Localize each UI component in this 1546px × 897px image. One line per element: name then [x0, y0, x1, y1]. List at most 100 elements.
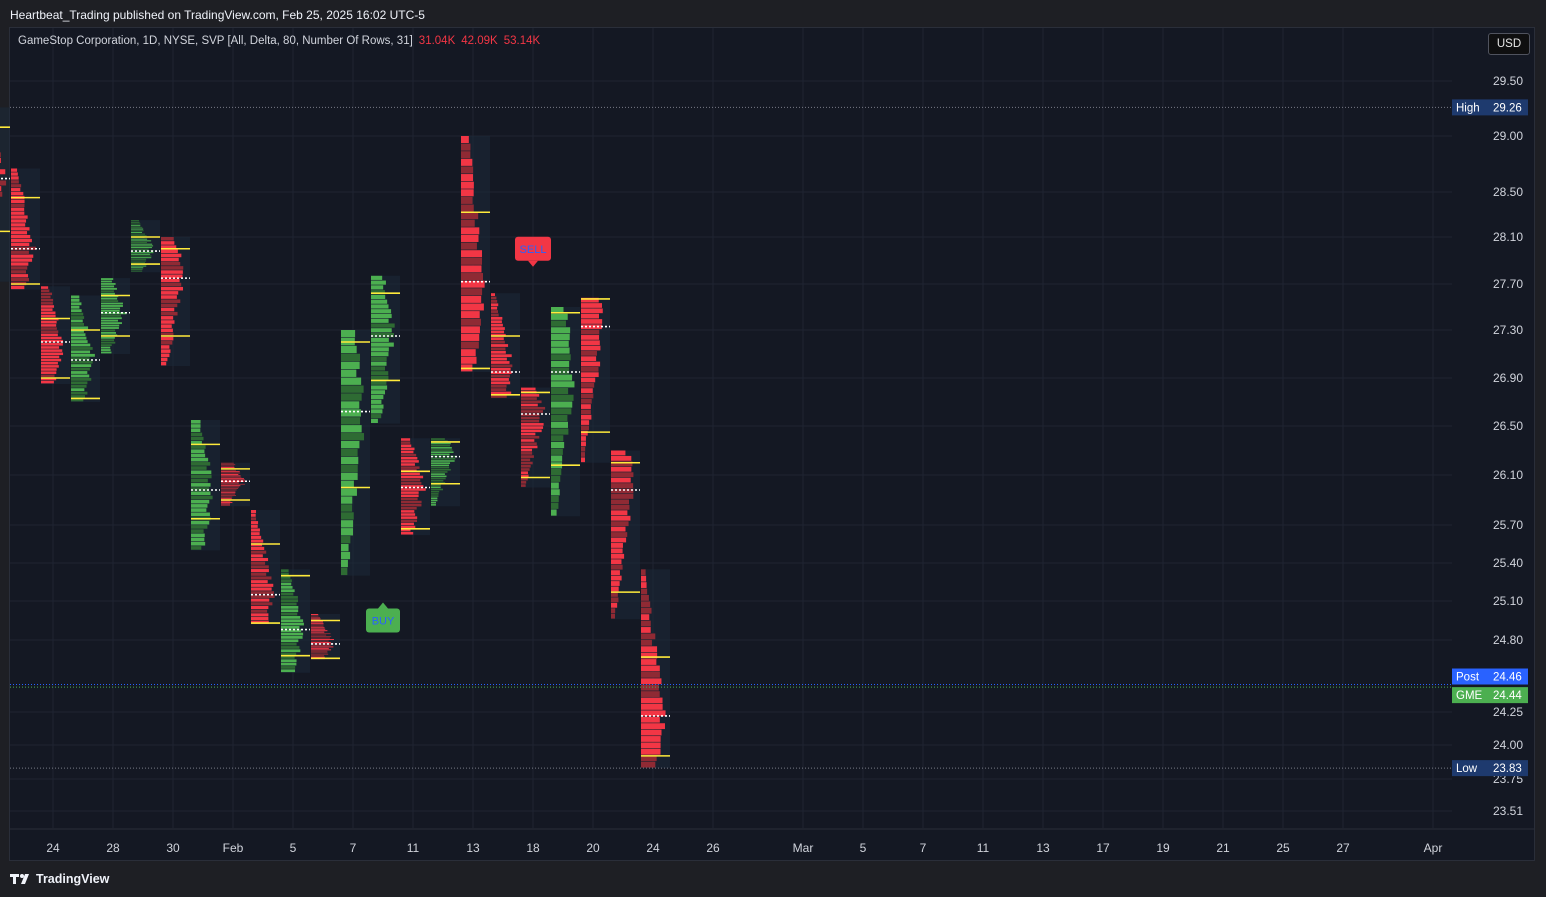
volume-row	[131, 255, 152, 257]
volume-row	[161, 357, 168, 362]
volume-row	[371, 332, 395, 338]
volume-row	[461, 151, 471, 159]
volume-row	[161, 316, 174, 320]
volume-row	[251, 576, 272, 580]
volume-row	[371, 318, 389, 323]
volume-row	[131, 226, 143, 228]
volume-row	[251, 513, 256, 517]
volume-row	[101, 351, 112, 354]
volume-row	[581, 388, 593, 393]
volume-row	[521, 445, 538, 449]
volume-row	[311, 650, 328, 652]
time-axis-tick-label: 7	[920, 841, 927, 855]
volume-row	[461, 265, 482, 273]
volume-row	[431, 495, 439, 497]
volume-row	[491, 384, 507, 388]
volume-row	[131, 268, 143, 270]
volume-row	[491, 350, 506, 354]
volume-row	[461, 212, 479, 220]
volume-row	[581, 446, 586, 452]
volume-row	[461, 189, 474, 197]
volume-row	[11, 270, 27, 274]
volume-row	[551, 482, 559, 489]
volume-row	[161, 274, 183, 279]
volume-row	[431, 473, 445, 475]
time-axis-tick-label: 28	[106, 841, 120, 855]
volume-row	[401, 532, 414, 535]
volume-row	[371, 294, 386, 300]
volume-row	[491, 354, 512, 358]
chart-frame[interactable]	[9, 27, 1535, 861]
volume-row	[281, 652, 297, 656]
volume-row	[41, 380, 54, 384]
volume-row	[551, 374, 573, 381]
volume-row	[551, 361, 570, 368]
volume-row	[341, 464, 358, 473]
volume-row	[461, 136, 469, 144]
price-axis-tick-label: 26.90	[1493, 371, 1523, 385]
volume-row	[641, 627, 651, 633]
volume-row	[641, 742, 661, 749]
volume-row	[431, 453, 450, 456]
volume-row	[41, 333, 58, 337]
volume-row	[71, 357, 90, 361]
volume-row	[251, 546, 265, 550]
time-axis-tick-label: 20	[586, 841, 600, 855]
volume-row	[281, 619, 304, 623]
volume-row	[71, 360, 93, 364]
volume-row	[41, 358, 62, 362]
volume-row	[161, 291, 179, 295]
volume-row	[611, 510, 628, 516]
volume-row	[41, 305, 55, 308]
volume-row	[611, 504, 630, 510]
volume-row	[521, 448, 532, 452]
volume-row	[521, 471, 528, 475]
volume-row	[131, 247, 152, 249]
volume-row	[191, 445, 206, 449]
volume-row	[71, 347, 93, 350]
volume-row	[611, 450, 626, 456]
footer-bar	[0, 862, 1546, 897]
volume-row	[281, 602, 297, 606]
volume-row	[161, 349, 171, 353]
volume-row	[551, 381, 575, 388]
tradingview-logo[interactable]: TradingView	[10, 872, 109, 886]
volume-row	[251, 528, 260, 532]
volume-row	[521, 403, 538, 407]
volume-row	[551, 334, 570, 341]
time-axis-tick-label: 30	[166, 841, 180, 855]
volume-row	[461, 158, 473, 166]
volume-row	[521, 439, 535, 442]
volume-row	[341, 520, 354, 528]
volume-row	[371, 299, 388, 304]
volume-row	[551, 367, 570, 374]
volume-row	[221, 497, 232, 499]
volume-row	[281, 609, 299, 613]
currency-button[interactable]: USD	[1488, 33, 1530, 55]
volume-row	[581, 356, 597, 362]
volume-row	[221, 478, 244, 480]
chart-legend[interactable]: GameStop Corporation, 1D, NYSE, SVP [All…	[18, 35, 540, 47]
volume-row	[521, 458, 531, 462]
volume-row	[191, 533, 205, 538]
volume-row	[221, 464, 236, 466]
volume-row	[221, 472, 241, 474]
volume-row	[101, 349, 111, 351]
volume-row	[371, 347, 389, 352]
volume-row	[581, 420, 590, 425]
volume-row	[191, 546, 202, 550]
volume-row	[521, 394, 540, 397]
volume-row	[311, 637, 330, 639]
volume-row	[41, 298, 54, 302]
volume-row	[11, 219, 27, 223]
volume-row	[41, 320, 57, 324]
volume-row	[611, 570, 620, 576]
volume-row	[221, 485, 241, 487]
volume-row	[491, 293, 495, 296]
volume-row	[431, 488, 444, 491]
volume-row	[581, 313, 599, 319]
volume-row	[161, 353, 170, 358]
volume-row	[431, 497, 438, 500]
volume-row	[281, 649, 301, 653]
